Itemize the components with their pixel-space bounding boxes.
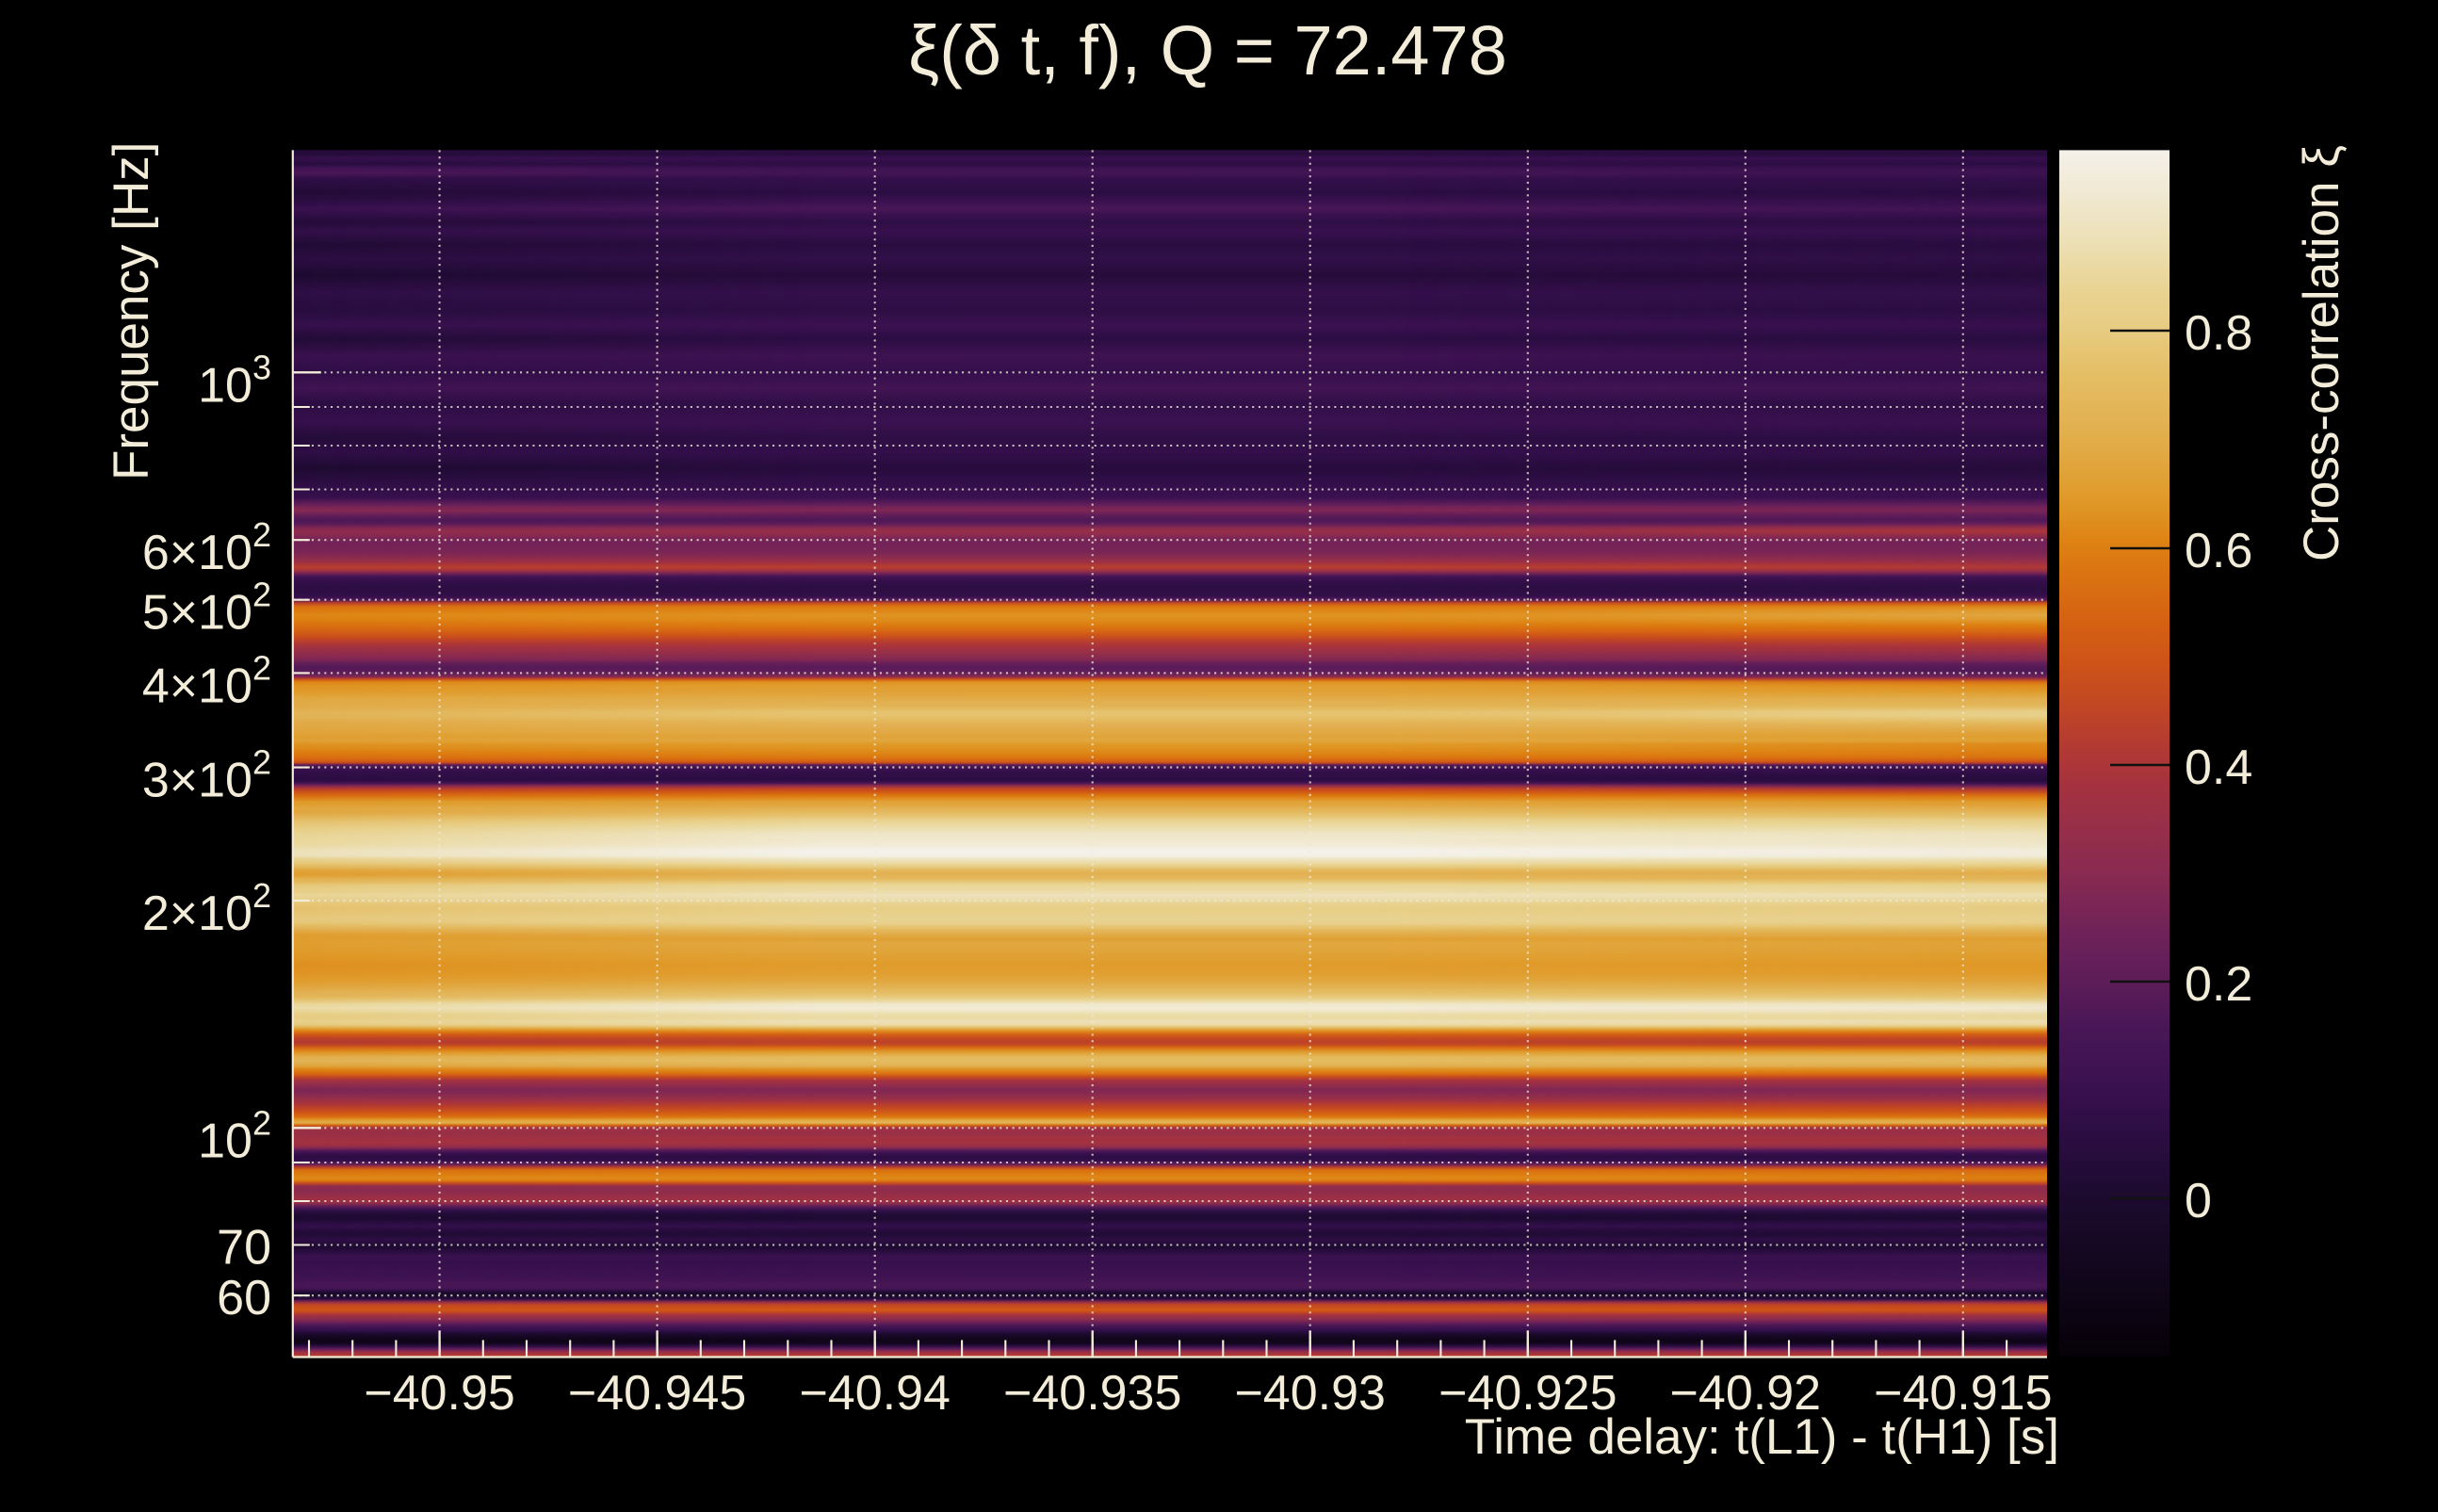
svg-text:−40.92: −40.92 — [1670, 1366, 1822, 1421]
svg-text:−40.93: −40.93 — [1234, 1366, 1386, 1421]
svg-text:0: 0 — [2185, 1174, 2212, 1228]
svg-text:−40.915: −40.915 — [1874, 1366, 2052, 1421]
svg-text:70: 70 — [217, 1221, 271, 1276]
svg-text:Time delay: t(L1) - t(H1) [s]: Time delay: t(L1) - t(H1) [s] — [1465, 1409, 2059, 1465]
svg-text:−40.935: −40.935 — [1003, 1366, 1181, 1421]
svg-text:−40.925: −40.925 — [1438, 1366, 1617, 1421]
svg-text:2×102: 2×102 — [142, 876, 271, 941]
svg-text:0.4: 0.4 — [2185, 740, 2252, 795]
svg-text:−40.94: −40.94 — [799, 1366, 951, 1421]
svg-text:5×102: 5×102 — [142, 576, 271, 641]
svg-text:−40.95: −40.95 — [364, 1366, 515, 1421]
svg-text:Cross-correlation ξ: Cross-correlation ξ — [2294, 145, 2349, 561]
svg-text:60: 60 — [217, 1271, 271, 1325]
svg-text:−40.945: −40.945 — [568, 1366, 746, 1421]
svg-text:0.6: 0.6 — [2185, 524, 2252, 578]
svg-text:Frequency [Hz]: Frequency [Hz] — [104, 142, 159, 480]
svg-text:0.2: 0.2 — [2185, 957, 2252, 1012]
svg-text:0.8: 0.8 — [2185, 306, 2252, 361]
svg-text:4×102: 4×102 — [142, 648, 271, 713]
svg-text:6×102: 6×102 — [142, 515, 271, 580]
svg-text:3×102: 3×102 — [142, 743, 271, 808]
svg-text:ξ(δ t, f), Q = 72.478: ξ(δ t, f), Q = 72.478 — [908, 11, 1507, 89]
